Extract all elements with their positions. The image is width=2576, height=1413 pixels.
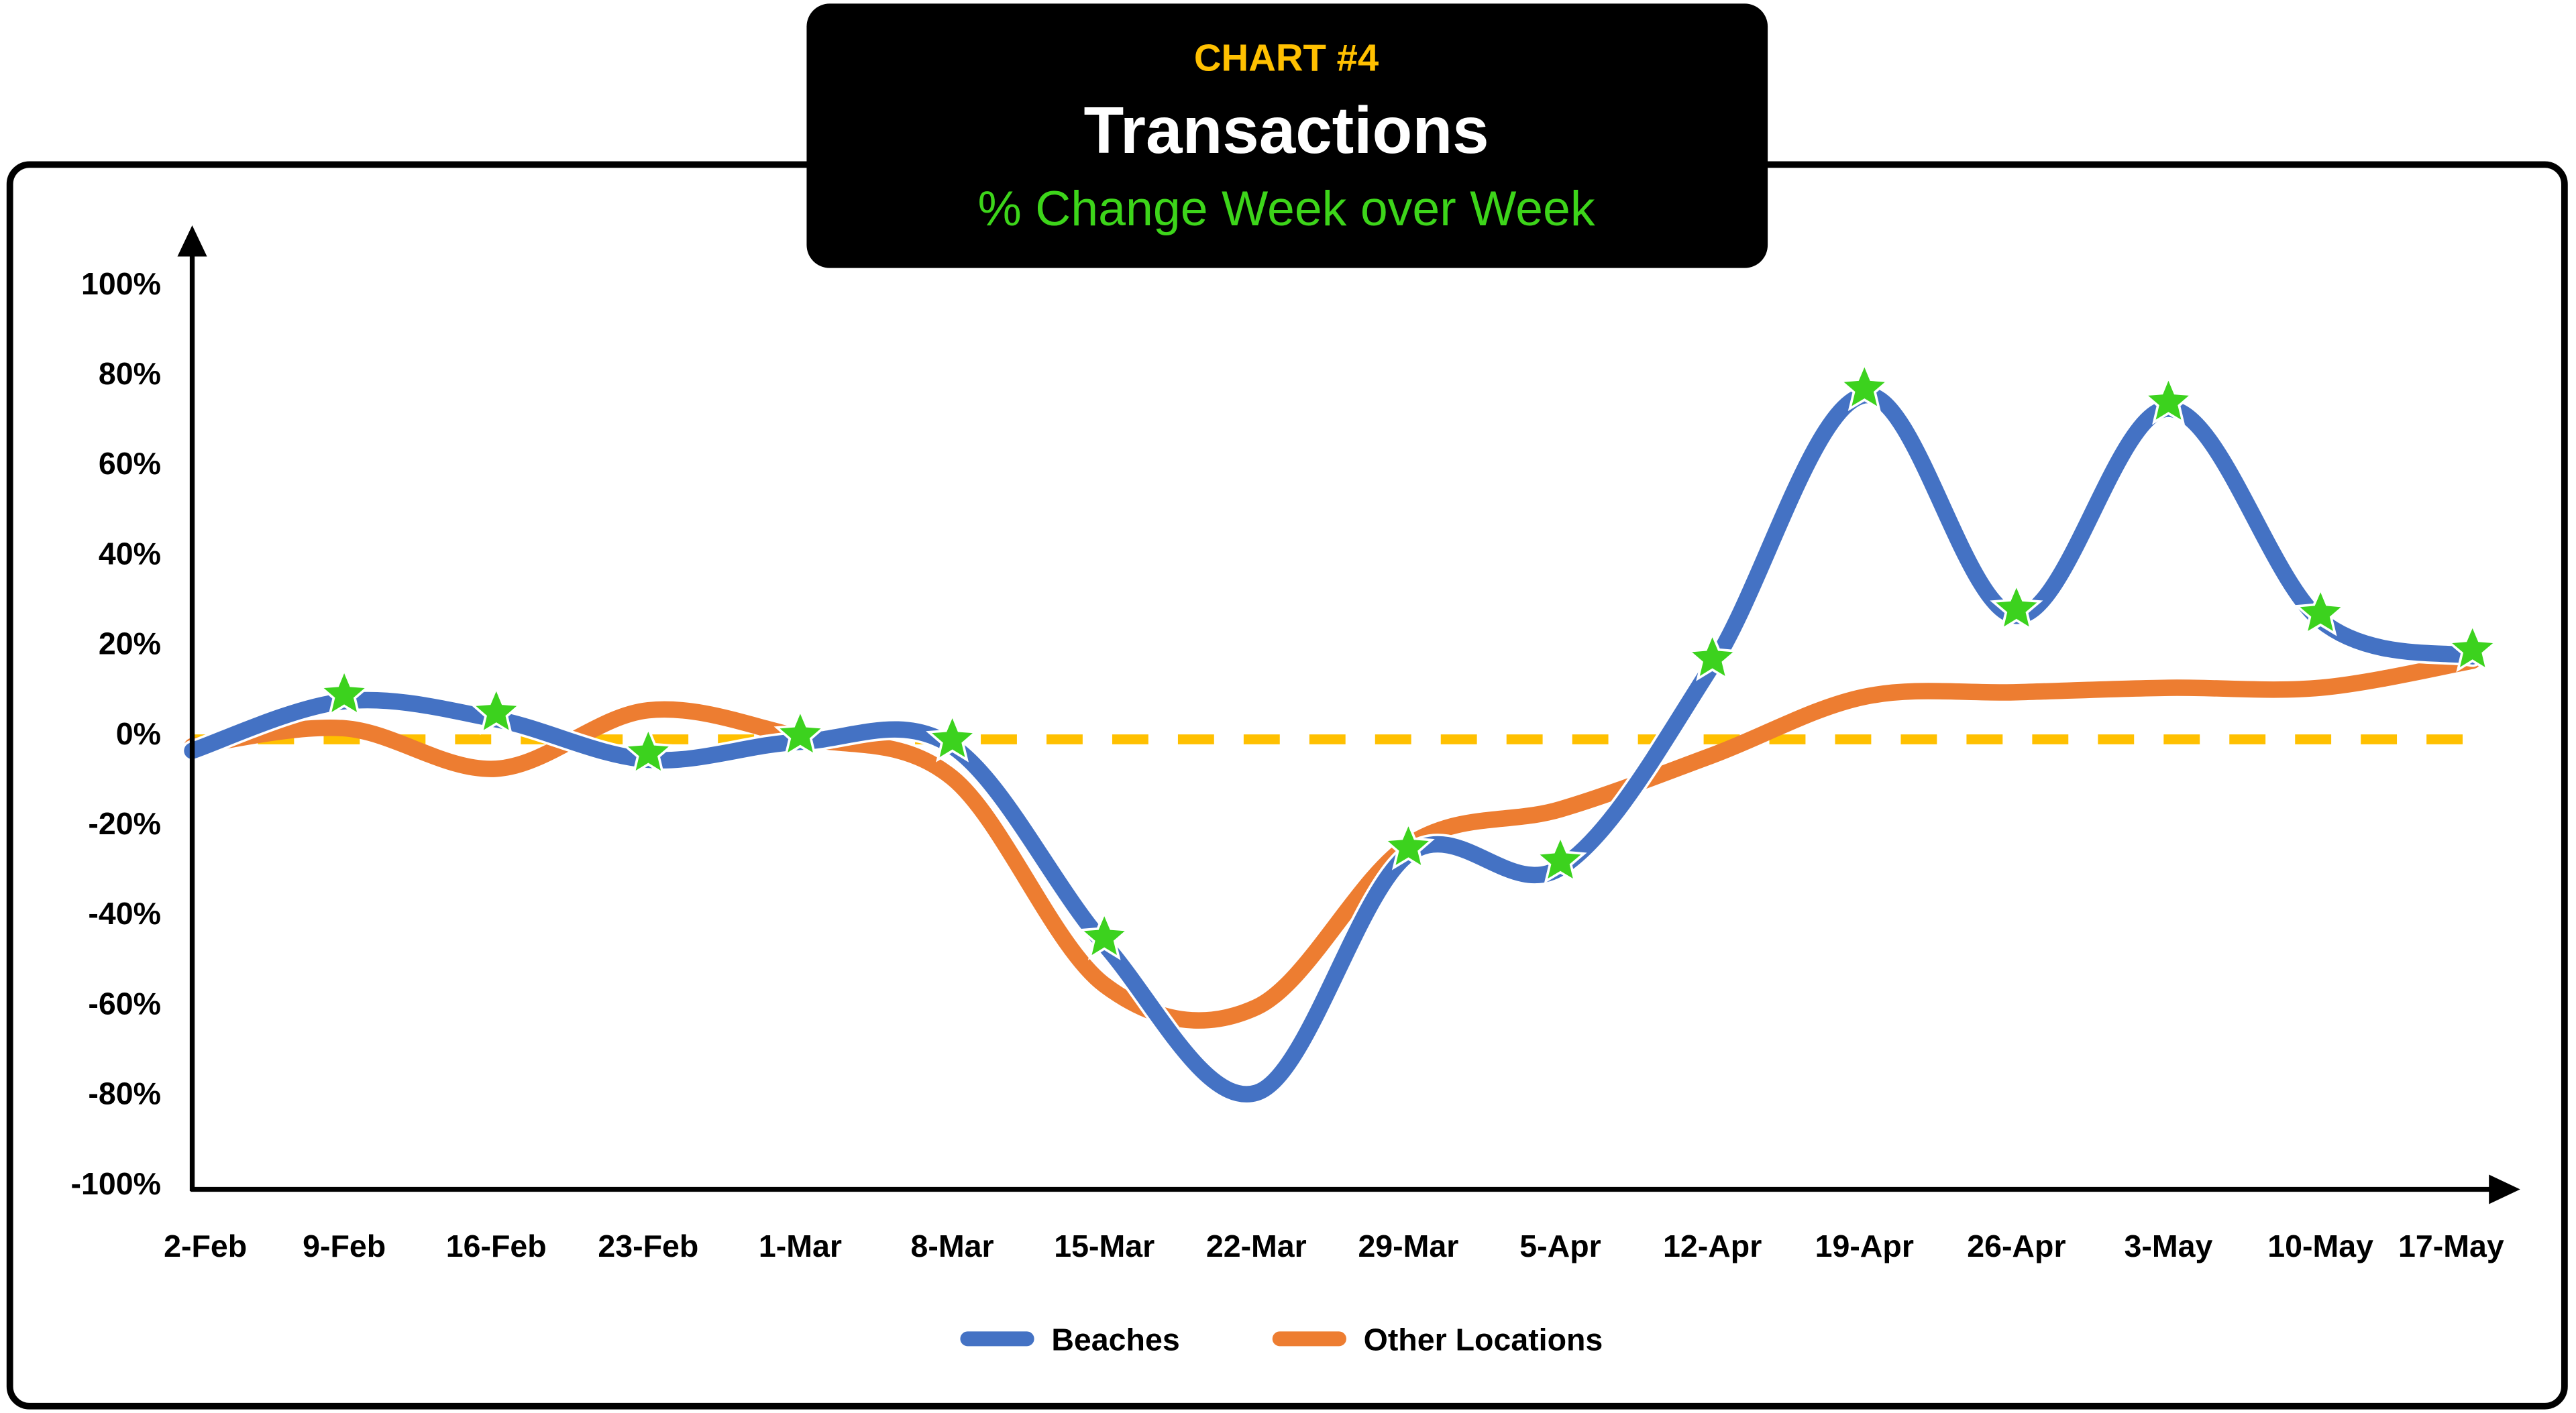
plot-area <box>181 361 2500 1105</box>
star-marker-icon <box>2142 374 2195 425</box>
y-tick-label: 100% <box>81 266 161 301</box>
x-tick-label: 22-Mar <box>1206 1229 1307 1263</box>
star-marker-icon <box>926 712 979 762</box>
x-tick-label: 9-Feb <box>303 1229 386 1263</box>
star-marker-icon <box>2446 622 2500 673</box>
star-marker-icon <box>773 707 827 758</box>
star-marker-icon <box>1837 361 1891 412</box>
x-tick-label: 15-Mar <box>1054 1229 1155 1263</box>
star-marker-icon <box>621 725 675 776</box>
star-marker-icon <box>1990 581 2043 632</box>
x-tick-label: 29-Mar <box>1358 1229 1458 1263</box>
y-tick-label: 20% <box>99 626 161 661</box>
y-tick-label: 40% <box>99 536 161 571</box>
legend-other-label: Other Locations <box>1364 1322 1603 1357</box>
legend-beaches-label: Beaches <box>1051 1322 1179 1357</box>
star-marker-icon <box>1077 909 1131 960</box>
y-tick-label: -100% <box>71 1166 161 1201</box>
x-tick-label: 23-Feb <box>598 1229 698 1263</box>
y-tick-label: -20% <box>88 806 161 841</box>
x-tick-label: 16-Feb <box>446 1229 547 1263</box>
y-tick-label: -80% <box>88 1076 161 1111</box>
legend: Beaches Other Locations <box>960 1322 1603 1357</box>
y-axis-arrow <box>177 225 207 257</box>
y-tick-label: -40% <box>88 896 161 931</box>
x-axis-arrow <box>2489 1174 2520 1204</box>
star-marker-icon <box>1381 819 1435 870</box>
x-tick-label: 19-Apr <box>1815 1229 1914 1263</box>
star-marker-icon <box>1686 630 1739 681</box>
y-tick-label: 80% <box>99 356 161 391</box>
x-tick-label: 3-May <box>2125 1229 2213 1263</box>
y-tick-label: -60% <box>88 986 161 1021</box>
x-tick-label: 10-May <box>2267 1229 2373 1263</box>
chart-title: Transactions <box>1083 93 1489 167</box>
x-tick-label: 12-Apr <box>1663 1229 1762 1263</box>
chart-subtitle: % Change Week over Week <box>978 180 1595 236</box>
star-marker-icon <box>1534 833 1587 884</box>
y-tick-label: 0% <box>116 716 161 751</box>
y-tick-label: 60% <box>99 446 161 481</box>
x-tick-label: 8-Mar <box>911 1229 994 1263</box>
star-marker-icon <box>470 685 523 736</box>
star-marker-icon <box>2294 585 2347 636</box>
x-tick-label: 17-May <box>2398 1229 2504 1263</box>
title-box <box>806 3 1768 268</box>
chart-frame <box>6 161 2568 1410</box>
chart-kicker: CHART #4 <box>1194 37 1379 79</box>
star-marker-icon <box>317 667 371 718</box>
x-tick-label: 1-Mar <box>759 1229 842 1263</box>
x-tick-label: 5-Apr <box>1519 1229 1601 1263</box>
x-tick-label: 26-Apr <box>1967 1229 2065 1263</box>
x-tick-label: 2-Feb <box>164 1229 247 1263</box>
